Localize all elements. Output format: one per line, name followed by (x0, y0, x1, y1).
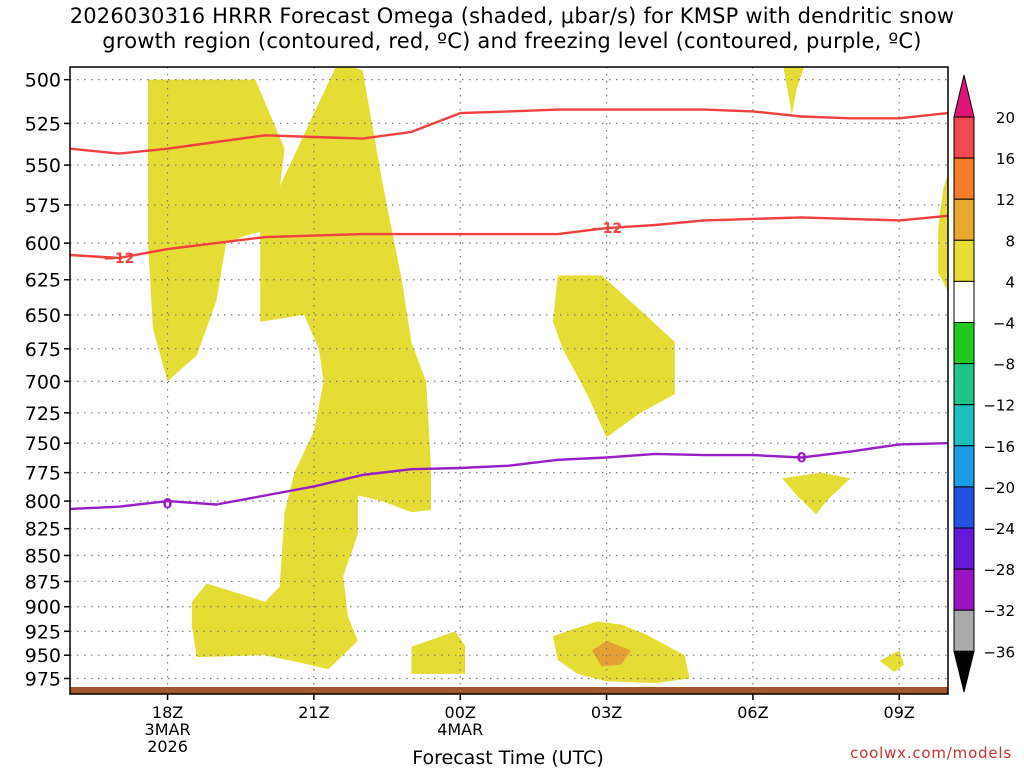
colorbar-label-6: −8 (993, 356, 1015, 374)
x-tick-label-0-0: 18Z (152, 703, 183, 722)
red-contour-label-0-1: −12 (591, 221, 622, 237)
y-tick-label-675: 675 (25, 339, 61, 361)
omega-region-0 (148, 79, 285, 382)
y-axis: 500 525 550 575 600 625 650 675 700 725 750 775 800 8… (25, 70, 70, 690)
x-tick-label-6-0: 00Z (445, 703, 476, 722)
omega-region-1 (191, 67, 431, 670)
x-tick-label-15-0: 09Z (884, 703, 915, 722)
colorbar-label-11: −28 (983, 561, 1015, 579)
chart-title: 2026030316 HRRR Forecast Omega (shaded, … (0, 4, 1024, 54)
omega-region-6 (879, 650, 905, 672)
y-tick-label-975: 975 (25, 668, 61, 690)
chart-title-line2: growth region (contoured, red, ºC) and f… (102, 29, 922, 53)
y-tick-label-800: 800 (25, 491, 61, 513)
plot-border (69, 66, 949, 695)
chart-title-line1: 2026030316 HRRR Forecast Omega (shaded, … (69, 4, 955, 28)
colorbar-label-9: −20 (983, 479, 1015, 497)
credit-text: coolwx.com/models (850, 744, 1012, 762)
colorbar-label-12: −32 (983, 602, 1015, 620)
y-tick-label-725: 725 (25, 403, 61, 425)
omega-region-3 (552, 275, 675, 438)
colorbar-segment-11 (953, 568, 975, 611)
x-tick-label-9-0: 03Z (591, 703, 622, 722)
colorbar-label-3: 8 (1005, 232, 1015, 250)
y-tick-label-625: 625 (25, 270, 61, 292)
colorbar-segment-7 (953, 404, 975, 447)
y-tick-label-575: 575 (25, 195, 61, 217)
x-tick-label-0-1: 3MAR (145, 720, 191, 739)
y-tick-label-825: 825 (25, 519, 61, 541)
y-tick-label-650: 650 (25, 305, 61, 327)
x-axis-label: Forecast Time (UTC) (412, 747, 603, 768)
purple-contour-label-2-1: 0 (797, 450, 807, 466)
y-tick-label-950: 950 (25, 645, 61, 667)
x-tick-label-3-0: 21Z (298, 703, 329, 722)
colorbar-segment-0 (953, 116, 975, 159)
y-tick-label-875: 875 (25, 571, 61, 593)
surface-strip (70, 687, 948, 694)
purple-contour-label-2-0: 0 (163, 496, 173, 512)
purple-contour-2 (70, 442, 948, 511)
colorbar-segment-4 (953, 280, 975, 323)
omega-region-9 (591, 640, 631, 667)
y-tick-label-700: 700 (25, 371, 61, 393)
colorbar-label-1: 16 (996, 150, 1015, 168)
temperature-contours: −12 −12 0 0 (70, 108, 948, 512)
red-contour-label-0-0: −12 (103, 251, 134, 267)
omega-region-2 (411, 631, 466, 674)
colorbar-segment-5 (953, 322, 975, 365)
y-tick-label-500: 500 (25, 70, 61, 92)
colorbar-segment-6 (953, 363, 975, 406)
colorbar-label-8: −16 (983, 438, 1015, 456)
red-contour-1 (70, 108, 948, 155)
y-tick-label-775: 775 (25, 463, 61, 485)
colorbar-bottom-arrow (953, 650, 975, 693)
colorbar: 20 16 12 8 4 −4 −8 −12 −16 −20 −24 −28 −32 −36 (953, 74, 1015, 693)
colorbar-segment-3 (953, 239, 975, 282)
colorbar-label-5: −4 (993, 315, 1015, 333)
omega-region-5 (782, 472, 851, 515)
y-tick-label-600: 600 (25, 233, 61, 255)
colorbar-top-arrow (953, 74, 975, 118)
colorbar-segment-9 (953, 486, 975, 529)
y-tick-label-525: 525 (25, 113, 61, 135)
red-contour-0 (70, 214, 948, 260)
colorbar-label-4: 4 (1005, 273, 1015, 291)
x-tick-label-12-0: 06Z (737, 703, 768, 722)
omega-shading (70, 67, 948, 694)
y-tick-label-550: 550 (25, 155, 61, 177)
colorbar-segment-1 (953, 157, 975, 200)
omega-region-8 (938, 173, 948, 292)
x-tick-label-6-1: 4MAR (437, 720, 483, 739)
colorbar-label-13: −36 (983, 643, 1015, 661)
colorbar-label-7: −12 (983, 397, 1015, 415)
colorbar-label-2: 12 (996, 191, 1015, 209)
y-tick-label-925: 925 (25, 621, 61, 643)
y-tick-label-900: 900 (25, 597, 61, 619)
colorbar-segment-2 (953, 198, 975, 241)
y-tick-label-850: 850 (25, 545, 61, 567)
omega-region-7 (783, 67, 805, 115)
colorbar-label-0: 20 (996, 109, 1015, 127)
colorbar-segment-8 (953, 445, 975, 488)
colorbar-segment-10 (953, 527, 975, 570)
colorbar-segment-12 (953, 609, 975, 652)
x-tick-label-0-2: 2026 (147, 737, 188, 756)
colorbar-label-10: −24 (983, 520, 1015, 538)
y-tick-label-750: 750 (25, 433, 61, 455)
plot-frame (69, 66, 949, 695)
